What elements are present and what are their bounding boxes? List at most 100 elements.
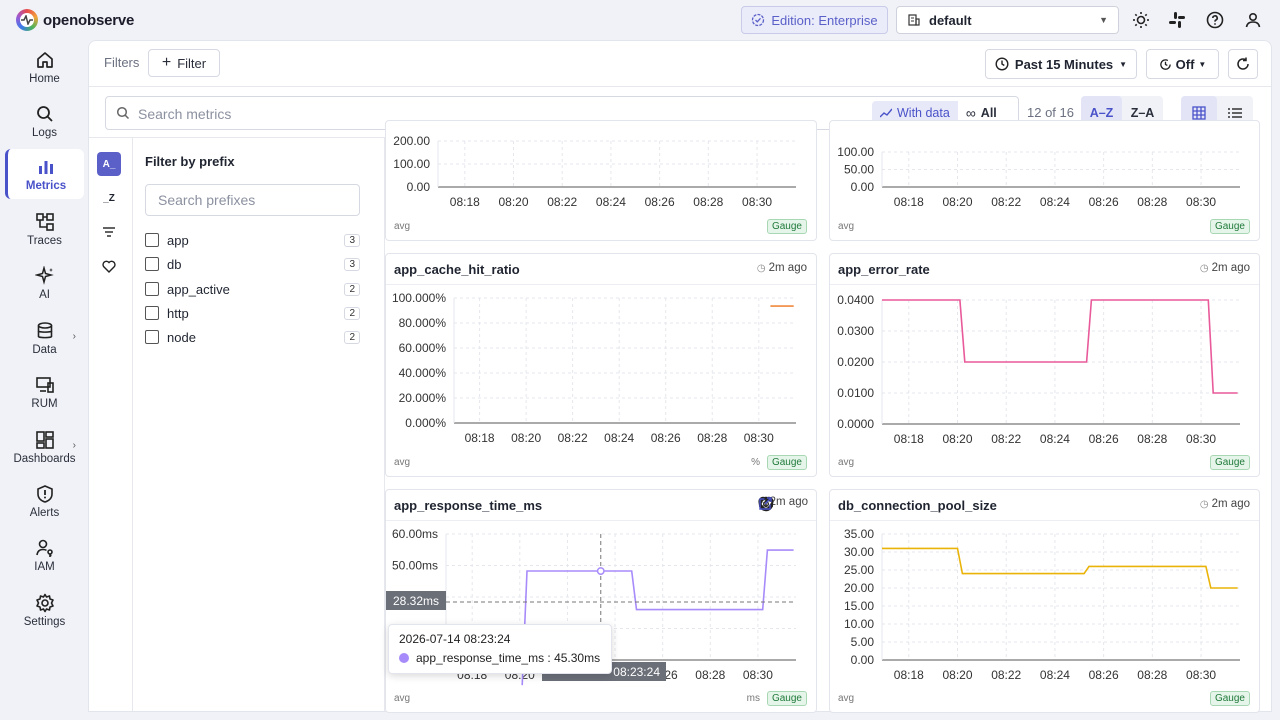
y-tick-label: 10.00 — [844, 617, 874, 631]
sidebar-item-iam[interactable]: IAM — [5, 530, 84, 580]
rail-favorites-button[interactable] — [97, 254, 121, 278]
help-icon[interactable] — [1204, 9, 1226, 31]
user-key-icon — [35, 539, 53, 557]
sidebar-item-ai[interactable]: AI — [5, 258, 84, 308]
search-input[interactable] — [138, 103, 838, 125]
metric-chart[interactable]: 0.00 5.00 10.00 15.00 20.00 25.00 30.00 35.00 08… — [830, 490, 1261, 714]
metric-chart[interactable]: 0.00 100.00 200.00 08:18 08:20 08:22 08:24 08:2… — [386, 121, 818, 242]
sidebar-item-metrics[interactable]: Metrics — [5, 149, 84, 199]
prefix-item[interactable]: http 2 — [145, 303, 360, 323]
sidebar-item-settings[interactable]: Settings — [5, 585, 84, 635]
clock-icon: ◷ — [1199, 262, 1209, 274]
series-line — [882, 547, 1238, 589]
sidebar-item-alerts[interactable]: Alerts — [5, 476, 84, 526]
sidebar-item-label: Traces — [27, 234, 62, 247]
y-tick-label: 100.00 — [393, 157, 430, 171]
y-tick-label: 200.00 — [393, 134, 430, 148]
checkbox[interactable] — [145, 257, 159, 271]
hover-point — [596, 567, 605, 575]
metric-chart[interactable]: 0.000% 20.000% 40.000% 60.000% 80.000% 100.00… — [386, 254, 818, 478]
unit-label: ms — [746, 693, 760, 704]
with-data-label: With data — [897, 106, 950, 120]
card-title: app_error_rate — [838, 262, 930, 277]
sidebar-item-label: Logs — [32, 126, 57, 139]
rail-filter-button[interactable] — [97, 220, 121, 244]
prefix-item[interactable]: app 3 — [145, 230, 360, 250]
clock-icon: ◷ — [757, 496, 767, 508]
x-tick-label: 08:20 — [498, 195, 528, 209]
prefix-label: db — [167, 256, 182, 272]
y-tick-label: 30.00 — [844, 545, 874, 559]
x-tick-label: 08:20 — [942, 195, 972, 209]
prefix-rail: A_ _Z — [89, 137, 133, 711]
prefix-item[interactable]: app_active 2 — [145, 279, 360, 299]
heart-icon[interactable] — [758, 496, 774, 511]
card-age: ◷ 2m ago — [757, 262, 807, 274]
clock-icon: ◷ — [1199, 498, 1209, 510]
x-tick-label: 08:26 — [651, 431, 681, 445]
all-label: All — [980, 106, 997, 120]
unit-label: % — [751, 457, 760, 468]
metric-chart[interactable]: 0.0000 0.0100 0.0200 0.0300 0.0400 08:18 08:20… — [830, 254, 1261, 478]
x-tick-label: 08:24 — [596, 195, 626, 209]
card-age-label: 2m ago — [769, 496, 808, 508]
sort-za-button[interactable]: Z–A — [1130, 106, 1155, 120]
x-tick-label: 08:26 — [1089, 195, 1119, 209]
building-icon — [908, 14, 920, 26]
card-age-label: 2m ago — [1211, 498, 1250, 510]
time-range-button[interactable]: Past 15 Minutes ▼ — [985, 49, 1137, 79]
prefix-search-input[interactable] — [145, 184, 360, 216]
all-toggle[interactable]: ∞ All — [958, 101, 1005, 125]
logo[interactable]: openobserve — [16, 9, 134, 31]
prefix-item[interactable]: db 3 — [145, 254, 360, 274]
heart-icon — [102, 260, 116, 273]
filter-lines-icon — [103, 227, 115, 237]
aggregation-label: avg — [838, 693, 855, 704]
y-tick-label: 15.00 — [844, 599, 874, 613]
x-tick-label: 08:28 — [1137, 195, 1167, 209]
theme-toggle-icon[interactable] — [1130, 9, 1152, 31]
sidebar-item-data[interactable]: Data › — [5, 313, 84, 363]
divider — [830, 520, 1259, 521]
y-tick-label: 25.00 — [844, 563, 874, 577]
x-tick-label: 08:30 — [1186, 668, 1216, 682]
sidebar-item-rum[interactable]: RUM — [5, 367, 84, 417]
y-tick-label: 0.00 — [851, 653, 875, 667]
x-tick-label: 08:18 — [465, 431, 495, 445]
card-title: app_response_time_ms — [394, 498, 543, 513]
trend-icon — [880, 108, 892, 118]
rail-az-button[interactable]: A_ — [97, 152, 121, 176]
checkbox[interactable] — [145, 306, 159, 320]
user-icon[interactable] — [1242, 9, 1264, 31]
sidebar-item-dashboards[interactable]: Dashboards › — [5, 422, 84, 472]
edition-button[interactable]: Edition: Enterprise — [741, 6, 888, 34]
rail-z-button[interactable]: _Z — [103, 192, 115, 204]
slack-icon[interactable] — [1166, 9, 1188, 31]
add-filter-button[interactable]: + Filter — [148, 49, 220, 77]
sidebar-item-home[interactable]: Home — [5, 42, 84, 92]
tooltip-series: app_response_time_ms : 45.30ms — [416, 651, 601, 665]
org-select[interactable]: default ▼ — [896, 6, 1119, 34]
prefix-label: http — [167, 305, 189, 321]
card-age-label: 2m ago — [1211, 262, 1250, 274]
sidebar-item-traces[interactable]: Traces — [5, 204, 84, 254]
sidebar-item-logs[interactable]: Logs — [5, 96, 84, 146]
infinity-icon: ∞ — [965, 105, 976, 121]
checkbox[interactable] — [145, 282, 159, 296]
x-tick-label: 08:26 — [1089, 668, 1119, 682]
x-tick-label: 08:22 — [547, 195, 577, 209]
metric-chart[interactable]: 0.00 50.00 100.00 08:18 08:20 08:22 08:24 08:26… — [830, 121, 1261, 242]
refresh-interval-button[interactable]: Off ▼ — [1146, 49, 1219, 79]
sidebar-item-label: Alerts — [29, 506, 60, 519]
edition-label: Edition: Enterprise — [771, 12, 878, 28]
external-link-icon[interactable] — [758, 496, 773, 511]
refresh-button[interactable] — [1228, 49, 1258, 79]
prefix-item[interactable]: node 2 — [145, 327, 360, 347]
checkbox[interactable] — [145, 233, 159, 247]
grid-icon — [1192, 106, 1206, 120]
x-tick-label: 08:28 — [1137, 668, 1167, 682]
filters-label: Filters — [104, 55, 140, 70]
list-view-button[interactable] — [1217, 96, 1253, 130]
prefix-count: 2 — [344, 282, 360, 296]
checkbox[interactable] — [145, 330, 159, 344]
